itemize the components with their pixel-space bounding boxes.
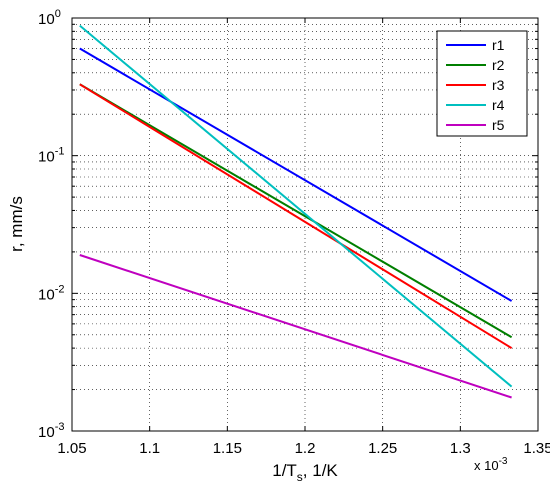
x-tick-label: 1.1 bbox=[139, 440, 160, 457]
y-tick-label: 100 bbox=[38, 8, 61, 28]
series-line-r1 bbox=[79, 47, 513, 302]
series-layer bbox=[79, 24, 513, 399]
x-tick-label: 1.2 bbox=[295, 440, 316, 457]
legend-label-r3: r3 bbox=[492, 77, 505, 93]
legend-label-r2: r2 bbox=[492, 57, 505, 73]
x-tick-label: 1.25 bbox=[368, 440, 397, 457]
legend-label-r5: r5 bbox=[492, 117, 505, 133]
x-multiplier: x 10-3 bbox=[474, 456, 508, 473]
x-tick-label: 1.15 bbox=[213, 440, 242, 457]
y-tick-label: 10-1 bbox=[38, 146, 64, 166]
series-line-r4 bbox=[79, 24, 513, 388]
legend: r1 r2 r3 r4 r5 bbox=[436, 30, 528, 137]
x-axis-label: 1/Ts, 1/K bbox=[272, 461, 338, 484]
legend-box bbox=[436, 30, 528, 137]
series-line-r5 bbox=[79, 254, 512, 399]
y-tick-label: 10-3 bbox=[38, 421, 64, 441]
y-tick-label: 10-2 bbox=[38, 283, 64, 303]
x-tick-labels: 1.05 1.1 1.15 1.2 1.25 1.3 1.35 bbox=[57, 440, 550, 457]
legend-label-r4: r4 bbox=[492, 97, 505, 113]
series-line-r2 bbox=[79, 83, 513, 339]
ticks bbox=[71, 18, 539, 432]
series-line-r3 bbox=[79, 83, 513, 349]
y-axis-label: r, mm/s bbox=[7, 196, 26, 252]
x-tick-label: 1.35 bbox=[523, 440, 550, 457]
x-tick-label: 1.3 bbox=[450, 440, 471, 457]
legend-label-r1: r1 bbox=[492, 37, 505, 53]
y-tick-labels: 10-3 10-2 10-1 100 bbox=[38, 8, 64, 441]
x-tick-label: 1.05 bbox=[57, 440, 86, 457]
